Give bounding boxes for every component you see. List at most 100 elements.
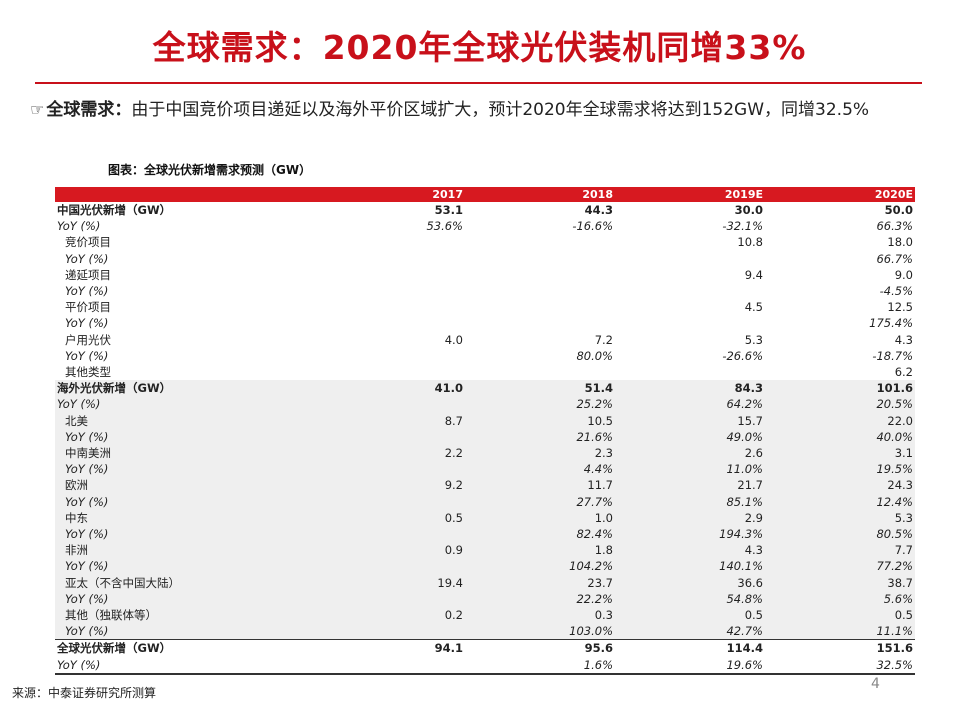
table-row: YoY (%) 22.2% 54.8% 5.6% — [55, 590, 915, 608]
table-caption: 图表：全球光伏新增需求预测（GW） — [108, 163, 312, 177]
demand-forecast-table-wrapper: 2017 2018 2019E 2020E 中国光伏新增（GW） 53.1 44.3… — [55, 187, 915, 675]
table-cell-label: 亚太（不含中国大陆） — [55, 574, 285, 591]
table-cell-2018: 27.7% — [465, 493, 615, 510]
table-cell-2019e: 84.3 — [615, 380, 765, 397]
table-cell-2020e: -18.7% — [872, 348, 913, 363]
table-cell-2017 — [285, 299, 465, 315]
table-cell-2020e: 12.4% — [765, 493, 915, 510]
table-row: 其他（独联体等） 0.2 0.3 0.5 0.5 — [55, 607, 915, 624]
pointing-hand-icon: ☞ — [30, 100, 45, 119]
table-cell-2019e: 36.6 — [615, 574, 765, 591]
table-cell-2018 — [465, 315, 615, 331]
table-row: YoY (%) 27.7% 85.1% 12.4% — [55, 493, 915, 510]
table-cell-2019e: 114.4 — [615, 639, 765, 657]
table-cell-2019e: -26.6% — [722, 348, 763, 363]
table-cell-label: YoY (%) — [65, 284, 109, 299]
table-cell-label: YoY (%) — [55, 526, 285, 543]
table-cell-label: 中南美洲 — [55, 445, 285, 462]
table-cell-2020e: 4.3 — [894, 332, 913, 347]
slide-title: 全球需求：2020年全球光伏装机同增33% — [152, 28, 807, 67]
table-row: 递延项目 9.4 9.0 — [55, 267, 915, 283]
table-row: YoY (%) 104.2% 140.1% 77.2% — [55, 558, 915, 575]
table-cell-2018: 1.6% — [465, 656, 615, 675]
table-cell-label: 其他（独联体等） — [55, 607, 285, 624]
summary-text: 由于中国竞价项目递延以及海外平价区域扩大，预计2020年全球需求将达到152GW… — [131, 100, 870, 120]
table-cell-2019e: 15.7 — [615, 412, 765, 429]
table-cell-label: YoY (%) — [55, 656, 285, 675]
table-cell-label: YoY (%) — [65, 251, 109, 266]
table-cell-2018: 7.2 — [594, 332, 613, 347]
table-cell-label: 平价项目 — [65, 300, 111, 315]
table-row: YoY (%) -4.5% — [55, 283, 915, 299]
table-cell-2018: 44.3 — [584, 203, 613, 217]
table-cell-2018: 23.7 — [465, 574, 615, 591]
table-cell-2018 — [465, 364, 615, 380]
table-cell-2017: 53.1 — [434, 203, 463, 217]
table-cell-2017 — [285, 234, 465, 250]
header-cell-2017: 2017 — [285, 187, 465, 202]
table-cell-2020e: 77.2% — [765, 558, 915, 575]
table-cell-2019e: 2.6 — [615, 445, 765, 462]
table-cell-2018: 1.8 — [465, 542, 615, 559]
table-cell-2020e: 5.3 — [765, 509, 915, 527]
table-cell-2018: 11.7 — [465, 477, 615, 494]
table-cell-2018: 0.3 — [465, 607, 615, 624]
table-row: 全球光伏新增（GW） 94.1 95.6 114.4 151.6 — [55, 639, 915, 657]
table-cell-2019e — [615, 283, 765, 299]
table-cell-2019e: 2.9 — [615, 509, 765, 527]
table-cell-2020e: 101.6 — [765, 380, 915, 397]
table-cell-2018: 82.4% — [465, 526, 615, 543]
table-cell-2018: -16.6% — [572, 219, 613, 234]
table-cell-2020e: 11.1% — [765, 623, 915, 640]
table-cell-2017: 19.4 — [285, 574, 465, 591]
table-cell-2018 — [465, 251, 615, 267]
header-cell-label — [55, 187, 285, 202]
table-cell-label: 北美 — [55, 412, 285, 429]
table-cell-2018 — [465, 283, 615, 299]
table-cell-2018 — [465, 234, 615, 250]
table-cell-2017 — [285, 590, 465, 608]
table-cell-2018: 1.0 — [465, 509, 615, 527]
table-cell-label: 全球光伏新增（GW） — [55, 639, 285, 657]
table-cell-label: 中国光伏新增（GW） — [57, 203, 172, 217]
table-cell-2019e: 9.4 — [744, 267, 763, 282]
table-row: 中国光伏新增（GW） 53.1 44.3 30.0 50.0 — [55, 202, 915, 218]
table-cell-2018: 4.4% — [465, 461, 615, 478]
table-cell-2017: 53.6% — [426, 219, 463, 234]
table-cell-2019e: 10.8 — [737, 235, 763, 250]
table-cell-2017: 0.5 — [285, 509, 465, 527]
table-cell-label: YoY (%) — [55, 590, 285, 608]
table-row: YoY (%) 82.4% 194.3% 80.5% — [55, 526, 915, 543]
table-cell-2020e: 80.5% — [765, 526, 915, 543]
table-cell-2017: 8.7 — [285, 412, 465, 429]
table-cell-2019e: 4.3 — [615, 542, 765, 559]
table-cell-label: YoY (%) — [55, 461, 285, 478]
table-cell-2017 — [285, 558, 465, 575]
table-cell-label: YoY (%) — [55, 428, 285, 446]
table-cell-2019e: 4.5 — [744, 300, 763, 315]
table-cell-2017 — [285, 656, 465, 675]
table-cell-2019e: 30.0 — [734, 203, 763, 217]
table-row: 竞价项目 10.8 18.0 — [55, 234, 915, 250]
title-divider — [35, 82, 922, 84]
table-row: 中南美洲 2.2 2.3 2.6 3.1 — [55, 445, 915, 462]
table-cell-2020e: 9.0 — [894, 267, 913, 282]
table-cell-2019e: 49.0% — [615, 428, 765, 446]
table-row: YoY (%) 66.7% — [55, 251, 915, 267]
table-cell-2020e: 20.5% — [765, 396, 915, 413]
table-row: 其他类型 6.2 — [55, 364, 915, 380]
table-cell-2020e: 18.0 — [887, 235, 913, 250]
table-row: YoY (%) 1.6% 19.6% 32.5% — [55, 656, 915, 675]
table-row: YoY (%) 103.0% 42.7% 11.1% — [55, 623, 915, 640]
table-cell-label: 竞价项目 — [65, 235, 111, 250]
table-cell-2020e: 38.7 — [765, 574, 915, 591]
table-cell-2017: 94.1 — [285, 639, 465, 657]
table-cell-2018: 80.0% — [576, 348, 613, 363]
header-cell-2018: 2018 — [465, 187, 615, 202]
table-cell-label: 海外光伏新增（GW） — [55, 380, 285, 397]
table-cell-2017 — [285, 283, 465, 299]
table-row: YoY (%) 4.4% 11.0% 19.5% — [55, 461, 915, 478]
table-row: 海外光伏新增（GW） 41.0 51.4 84.3 101.6 — [55, 380, 915, 397]
table-cell-label: 其他类型 — [65, 365, 111, 380]
table-cell-label: YoY (%) — [55, 396, 285, 413]
